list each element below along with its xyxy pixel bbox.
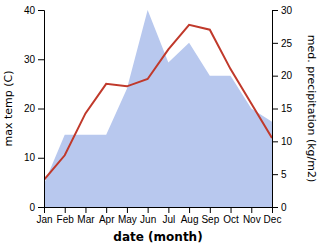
tick: Jul [162,207,175,225]
tick-label: 20 [281,70,293,81]
tick-mark [38,158,44,159]
y2-axis-title: med. precipitation (kg/m2) [305,35,318,183]
tick: Mar [77,207,95,225]
tick-label: Nov [243,214,261,225]
tick-label: Aug [181,214,199,225]
tick-mark [272,207,278,208]
axis-line [273,11,279,208]
tick: 25 [272,38,293,49]
tick: May [118,207,137,225]
tick: 10 [272,136,293,147]
tick: Jan [36,207,52,225]
tick: 5 [272,169,287,180]
tick-mark [168,207,169,213]
tick-label: 20 [24,103,36,114]
tick-label: Jan [36,214,52,225]
tick: 30 [24,54,44,65]
tick-mark [272,43,278,44]
tick-mark [127,207,128,213]
tick-mark [272,141,278,142]
axis-line [45,208,273,214]
tick-label: Apr [99,214,115,225]
tick-label: 10 [281,136,293,147]
tick-label: 25 [281,38,293,49]
tick-label: 40 [24,5,36,16]
tick-label: 0 [29,202,35,213]
tick-mark [38,109,44,110]
tick: Aug [181,207,199,225]
tick-mark [85,207,86,213]
tick: Sep [201,207,219,225]
tick-label: Mar [77,214,95,225]
tick: Nov [243,207,261,225]
tick: 30 [272,5,293,16]
line [44,25,272,180]
chart: JanFebMarAprMayJunJulAugSepOctNovDec0102… [0,0,318,247]
x-axis: Jan FebMar AprMayJun Jul AugSep Oct NovDec [36,207,281,225]
tick-label: Jul [162,214,175,225]
tick-label: 5 [281,169,287,180]
tick-mark [38,207,44,208]
tick-label: Dec [264,214,282,225]
tick: 10 [24,152,44,163]
axis-line [38,11,45,208]
tick-mark [65,207,66,213]
y-axis: 0 10 20 30 40 [24,5,45,213]
tick: Jun [140,207,156,225]
tick-label: Oct [223,214,239,225]
tick-label: 0 [281,202,287,213]
tick-mark [231,207,232,213]
tick-label: 15 [281,103,293,114]
marks [44,10,272,207]
area [44,10,272,207]
tick-label: 30 [281,5,293,16]
tick-label: Jun [140,214,156,225]
tick: 15 [272,103,293,114]
tick: 40 [24,5,44,16]
tick-mark [106,207,107,213]
x-axis-title: date (month) [113,230,202,244]
tick-mark [38,10,44,11]
tick-mark [210,207,211,213]
tick-mark [272,174,278,175]
tick-mark [272,109,278,110]
tick: Oct [223,207,239,225]
tick-mark [189,207,190,213]
tick: 20 [272,70,293,81]
tick-mark [38,59,44,60]
tick-mark [272,76,278,77]
tick-label: 10 [24,152,36,163]
tick: Dec [264,207,282,225]
tick-mark [272,10,278,11]
tick-label: Feb [57,214,75,225]
tick: 0 [272,202,287,213]
tick-label: May [118,214,137,225]
tick-mark [148,207,149,213]
tick: Apr [99,207,115,225]
plot: JanFebMarAprMayJunJulAugSepOctNovDec0102… [24,5,293,225]
tick: Feb [57,207,75,225]
tick-label: 30 [24,54,36,65]
tick: 0 [29,202,44,213]
tick: 20 [24,103,44,114]
tick-mark [251,207,252,213]
tick-label: Sep [201,214,219,225]
y2-axis: 0 5 10 15 20 25 30 [272,5,293,213]
y-axis-title: max temp (C) [2,70,15,146]
